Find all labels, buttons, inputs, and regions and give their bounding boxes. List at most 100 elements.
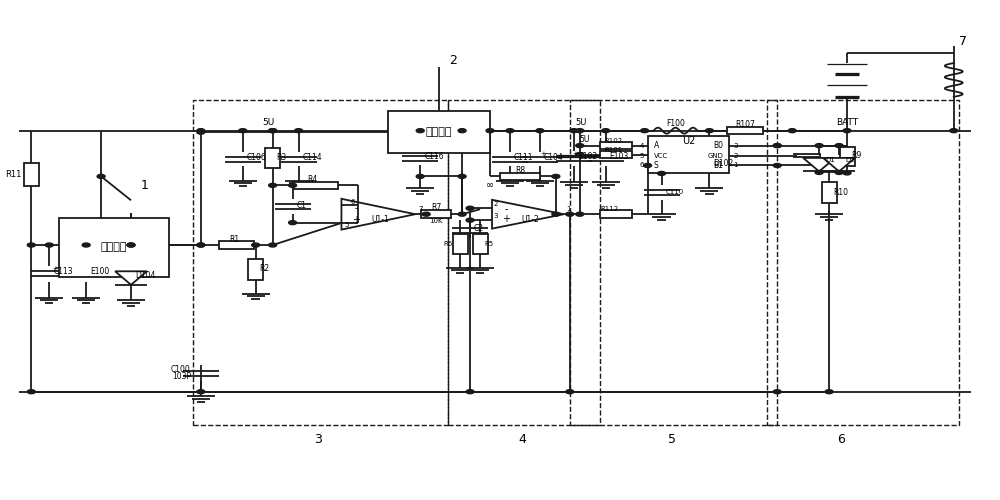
Text: B0: B0 xyxy=(713,141,723,150)
Bar xyxy=(219,242,254,249)
Circle shape xyxy=(576,152,584,156)
Text: 10K: 10K xyxy=(429,218,443,224)
Circle shape xyxy=(416,174,424,178)
Text: R3: R3 xyxy=(277,153,287,162)
Text: 6: 6 xyxy=(639,162,644,168)
Circle shape xyxy=(658,172,666,175)
Circle shape xyxy=(269,128,277,132)
Text: A: A xyxy=(654,141,659,150)
Circle shape xyxy=(843,128,851,132)
Bar xyxy=(265,148,280,169)
Circle shape xyxy=(835,170,843,174)
Text: BATT: BATT xyxy=(836,118,858,127)
Text: R107: R107 xyxy=(735,120,755,128)
Text: R10: R10 xyxy=(833,188,848,197)
Bar xyxy=(193,100,448,425)
Bar xyxy=(600,142,632,150)
Text: D104: D104 xyxy=(135,272,155,280)
Circle shape xyxy=(506,128,514,132)
Text: 2: 2 xyxy=(733,152,738,158)
Circle shape xyxy=(252,243,260,247)
Polygon shape xyxy=(823,158,855,172)
Circle shape xyxy=(705,128,713,132)
Circle shape xyxy=(422,212,430,216)
Text: 5: 5 xyxy=(344,222,348,228)
Circle shape xyxy=(269,243,277,247)
Circle shape xyxy=(641,128,649,132)
Circle shape xyxy=(576,128,584,132)
Text: 4: 4 xyxy=(639,142,644,148)
Text: 3: 3 xyxy=(733,142,738,148)
Text: +: + xyxy=(53,266,59,272)
Text: 1: 1 xyxy=(141,179,149,192)
Circle shape xyxy=(269,128,277,132)
Circle shape xyxy=(566,212,574,216)
Circle shape xyxy=(466,218,474,222)
Text: C104: C104 xyxy=(544,153,564,162)
Circle shape xyxy=(815,170,823,174)
Circle shape xyxy=(197,390,205,394)
Text: ∞: ∞ xyxy=(486,180,494,190)
Text: 6: 6 xyxy=(351,199,355,205)
Circle shape xyxy=(773,144,781,148)
Circle shape xyxy=(843,171,851,175)
Circle shape xyxy=(466,390,474,394)
Bar xyxy=(570,100,777,425)
Text: U2: U2 xyxy=(682,136,695,145)
Polygon shape xyxy=(803,158,835,172)
Text: 5: 5 xyxy=(668,434,676,446)
Text: R11: R11 xyxy=(5,170,22,179)
Text: C113: C113 xyxy=(53,268,73,276)
Text: U1-1: U1-1 xyxy=(371,214,389,224)
Bar xyxy=(822,182,837,203)
Bar xyxy=(293,182,338,189)
Text: R4: R4 xyxy=(307,176,318,184)
Text: C116: C116 xyxy=(424,152,444,161)
Text: 6: 6 xyxy=(837,434,845,446)
Bar xyxy=(600,210,632,218)
Text: U1-2: U1-2 xyxy=(521,214,539,224)
Circle shape xyxy=(773,390,781,394)
Text: 7: 7 xyxy=(418,206,423,212)
Text: R1: R1 xyxy=(230,234,240,244)
Circle shape xyxy=(239,128,247,132)
Circle shape xyxy=(458,212,466,216)
Circle shape xyxy=(416,128,424,132)
Bar xyxy=(421,210,451,218)
Polygon shape xyxy=(693,159,725,172)
Text: 4: 4 xyxy=(518,434,526,446)
Text: S: S xyxy=(654,161,658,170)
Circle shape xyxy=(825,390,833,394)
Circle shape xyxy=(486,128,494,132)
Polygon shape xyxy=(115,272,147,285)
Circle shape xyxy=(815,144,823,148)
Circle shape xyxy=(269,184,277,188)
Text: C2: C2 xyxy=(474,224,484,232)
Circle shape xyxy=(458,128,466,132)
Text: 充电接口: 充电接口 xyxy=(101,242,127,252)
Circle shape xyxy=(835,144,843,148)
Circle shape xyxy=(127,243,135,247)
Bar xyxy=(59,218,169,278)
Text: +: + xyxy=(572,150,578,156)
Text: 1: 1 xyxy=(733,162,738,168)
Circle shape xyxy=(197,130,205,134)
Circle shape xyxy=(644,164,652,168)
Circle shape xyxy=(289,184,297,188)
Text: E103: E103 xyxy=(610,152,629,161)
Text: -: - xyxy=(504,204,508,214)
Circle shape xyxy=(458,174,466,178)
Circle shape xyxy=(82,243,90,247)
Text: D102: D102 xyxy=(713,160,734,168)
Circle shape xyxy=(289,220,297,224)
Text: E100: E100 xyxy=(90,268,109,276)
Circle shape xyxy=(536,128,544,132)
Circle shape xyxy=(97,174,105,178)
Text: C100: C100 xyxy=(171,365,191,374)
Bar xyxy=(24,163,39,186)
Circle shape xyxy=(197,243,205,247)
Circle shape xyxy=(45,243,53,247)
Text: 3: 3 xyxy=(315,434,322,446)
Text: 2: 2 xyxy=(449,54,457,66)
Text: R2: R2 xyxy=(260,264,270,274)
